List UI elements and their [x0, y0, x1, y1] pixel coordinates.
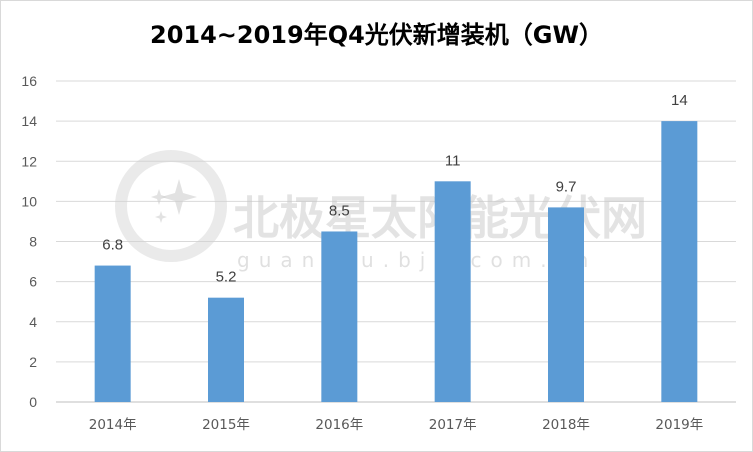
data-label: 11: [445, 152, 461, 169]
bar: [208, 297, 244, 402]
y-tick-label: 12: [21, 153, 37, 169]
bar: [434, 181, 471, 402]
bar: [548, 207, 584, 402]
data-label: 5.2: [216, 269, 237, 286]
bar: [661, 121, 698, 402]
bar: [94, 265, 131, 402]
y-axis-ticks: 0 2 4 6 8 10 12 14 16: [21, 73, 37, 410]
y-tick-label: 14: [21, 113, 37, 129]
y-tick-label: 2: [29, 354, 37, 370]
bars: [94, 121, 698, 402]
x-tick-label: 2017年: [429, 417, 477, 433]
y-tick-label: 0: [29, 394, 37, 410]
y-tick-label: 6: [29, 274, 37, 290]
x-tick-label: 2019年: [655, 417, 703, 433]
data-labels: 6.8 5.2 8.5 11 9.7 14: [102, 92, 687, 286]
gridlines: [56, 80, 736, 403]
watermark-url: guangfu.bjx.com.cn: [237, 248, 597, 272]
data-label: 6.8: [102, 237, 123, 254]
x-tick-label: 2016年: [315, 417, 363, 433]
y-tick-label: 16: [21, 73, 37, 89]
y-tick-label: 4: [29, 314, 37, 330]
y-tick-label: 10: [21, 193, 37, 209]
data-label: 8.5: [329, 202, 350, 219]
x-tick-label: 2014年: [89, 417, 137, 433]
x-axis-labels: 2014年 2015年 2016年 2017年 2018年 2019年: [89, 417, 704, 433]
data-label: 9.7: [556, 178, 577, 195]
bar: [321, 231, 358, 402]
chart-title: 2014~2019年Q4光伏新增装机（GW）: [150, 21, 603, 49]
x-tick-label: 2018年: [542, 417, 590, 433]
y-tick-label: 8: [29, 234, 37, 250]
star-logo-icon: [115, 150, 227, 262]
x-tick-label: 2015年: [202, 417, 250, 433]
data-label: 14: [671, 92, 688, 109]
